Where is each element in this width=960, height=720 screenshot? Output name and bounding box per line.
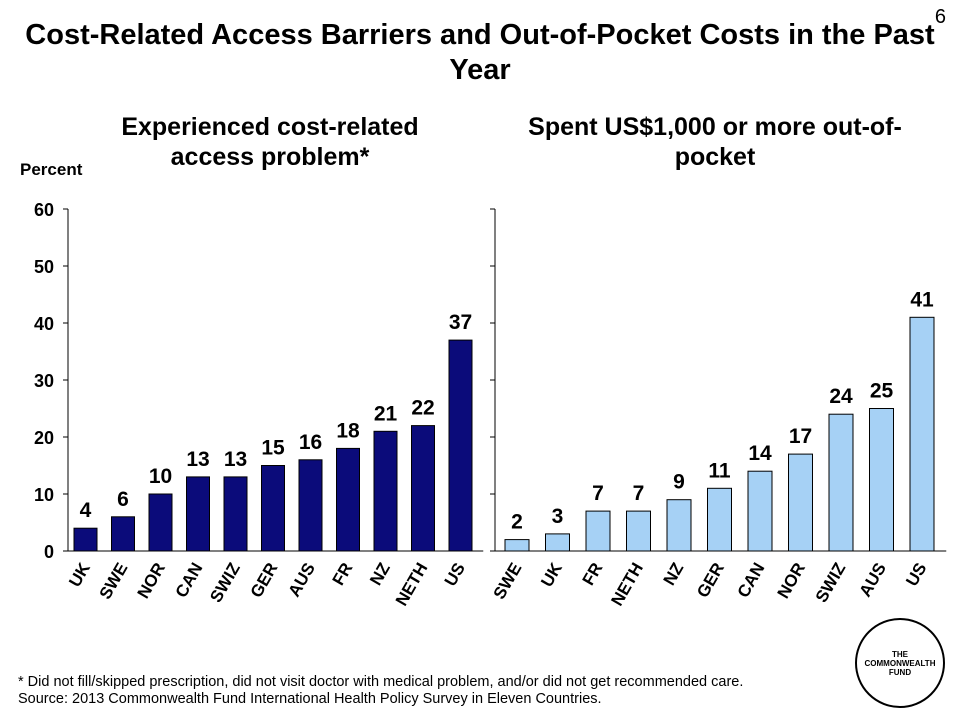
category-label: FR [579,560,607,589]
bar [869,408,894,552]
category-label: UK [537,559,566,590]
y-tick-label: 10 [34,485,54,505]
source-note: Source: 2013 Commonwealth Fund Internati… [18,691,602,707]
bar [747,470,773,552]
bar [73,527,98,552]
data-label: 7 [633,482,645,505]
category-label: US [902,560,930,590]
bar-charts: 0 10 20 30 40 50 60 4 UK 6 SWE 10 NOR 13 CAN 13 SWIZ 15 GE… [34,200,947,610]
left-chart-title: Experienced cost-related access problem* [121,113,419,171]
data-label: 7 [592,482,604,505]
data-label: 6 [117,488,129,511]
category-label: NOR [774,560,809,602]
category-label: SWE [490,560,526,603]
category-label: NOR [134,560,169,602]
y-axis-unit-label: Percent [20,160,83,179]
data-label: 15 [261,437,285,460]
bar [373,430,398,552]
data-label: 13 [186,448,209,471]
y-tick-label: 40 [34,314,54,334]
data-label: 18 [336,419,360,442]
bar [223,476,248,552]
category-label: UK [65,559,94,590]
footnote: * Did not fill/skipped prescription, did… [18,674,744,690]
bar [707,487,732,552]
data-label: 41 [910,288,934,311]
data-label: 10 [149,465,172,488]
bar [828,413,854,552]
bar [448,339,473,552]
category-label: NZ [366,560,394,589]
bar [336,447,360,552]
y-tick-label: 60 [34,200,54,220]
data-label: 22 [411,397,434,420]
data-label: 21 [374,402,398,425]
category-label: SWIZ [206,560,244,606]
data-label: 37 [449,311,472,334]
data-label: 14 [748,442,772,465]
data-label: 4 [80,499,92,522]
category-label: NETH [607,560,647,610]
data-label: 16 [299,431,322,454]
bar [504,539,530,552]
bar [111,516,135,552]
bar [261,465,285,552]
bar [909,316,935,552]
category-label: CAN [172,560,207,601]
bar [298,459,323,552]
data-label: 13 [224,448,247,471]
category-label: SWE [96,560,132,603]
bar [585,510,611,552]
data-label: 25 [870,380,894,403]
bar [626,510,651,552]
bar [148,493,173,552]
data-label: 2 [511,511,523,534]
bar [788,453,813,552]
y-tick-label: 0 [44,542,54,562]
category-label: US [441,560,469,590]
category-label: AUS [285,560,319,601]
data-label: 17 [789,425,812,448]
page-title: Cost-Related Access Barriers and Out-of-… [25,19,935,86]
data-label: 24 [829,385,853,408]
category-label: SWIZ [812,560,850,606]
category-label: GER [247,560,282,601]
y-tick-label: 20 [34,428,54,448]
category-label: NZ [660,560,688,589]
logo-text: THE COMMONWEALTH FUND [864,649,936,677]
category-label: AUS [856,560,890,601]
right-bar-chart: 2 SWE 3 UK 7 FR 7 NETH 9 NZ 11 GER 14 CAN 17 NOR 24 SWIZ 2… [490,208,947,610]
bar [186,476,210,552]
left-bar-chart: 0 10 20 30 40 50 60 4 UK 6 SWE 10 NOR 13 CAN 13 SWIZ 15 GE… [34,200,484,610]
bar [666,499,692,552]
right-chart-title: Spent US$1,000 or more out-of-pocket [528,113,902,171]
y-tick-label: 30 [34,371,54,391]
category-label: FR [329,560,357,589]
category-label: CAN [734,560,769,601]
data-label: 11 [708,459,731,482]
slide-number: 6 [934,6,946,28]
category-label: NETH [392,560,432,610]
data-label: 9 [673,471,685,494]
y-tick-label: 50 [34,257,54,277]
data-label: 3 [552,505,564,528]
bar [411,425,435,552]
commonwealth-fund-logo: THE COMMONWEALTH FUND [855,618,945,708]
category-label: GER [693,560,728,601]
bar [545,533,570,552]
